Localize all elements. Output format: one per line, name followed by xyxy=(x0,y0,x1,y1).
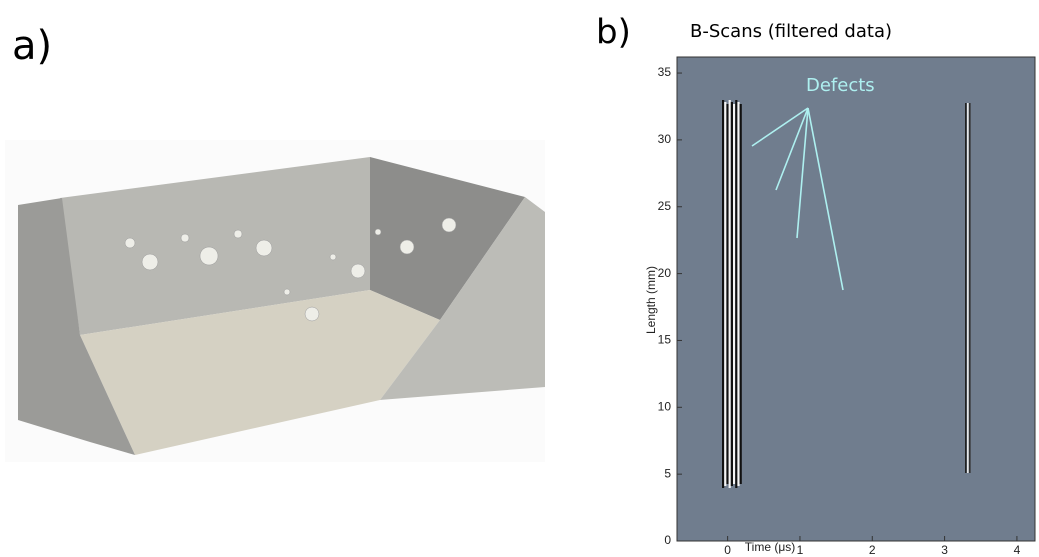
y-axis-label: Length (mm) xyxy=(644,266,658,334)
signal-stripe xyxy=(740,104,742,484)
panel-label: b) xyxy=(596,13,631,53)
signal-stripe xyxy=(729,100,731,488)
chart-title: B-Scans (filtered data) xyxy=(690,21,892,42)
x-tick-label: 1 xyxy=(797,543,804,557)
x-tick-label: 3 xyxy=(941,543,948,557)
signal-stripe xyxy=(735,100,737,488)
rendering xyxy=(5,140,545,462)
figure: a) b) B-Scans (filtered data) Defects Ti… xyxy=(0,0,1039,557)
panel-label: a) xyxy=(12,23,52,69)
signal-stripe xyxy=(969,103,971,473)
y-tick-label: 20 xyxy=(658,266,672,280)
y-tick-label: 35 xyxy=(658,65,672,79)
signal-stripe xyxy=(737,102,739,486)
signal-stripe xyxy=(965,103,967,473)
y-tick-label: 10 xyxy=(658,399,672,413)
x-tick-label: 0 xyxy=(724,543,731,557)
y-tick-label: 30 xyxy=(658,132,672,146)
x-tick-label: 2 xyxy=(869,543,876,557)
y-tick-label: 15 xyxy=(658,333,672,347)
x-axis-label: Time (μs) xyxy=(745,540,795,554)
signal-stripe xyxy=(726,104,728,484)
signal-stripe xyxy=(722,100,724,488)
annotation: Defects xyxy=(806,75,875,96)
x-tick-label: 4 xyxy=(1014,543,1021,557)
y-tick-label: 5 xyxy=(664,466,671,480)
signal-stripe xyxy=(731,102,733,486)
signal-stripe xyxy=(724,102,726,486)
signal-stripe xyxy=(967,103,969,473)
y-tick-label: 25 xyxy=(658,199,672,213)
y-tick-label: 0 xyxy=(664,533,671,547)
signal-stripe xyxy=(733,104,735,484)
